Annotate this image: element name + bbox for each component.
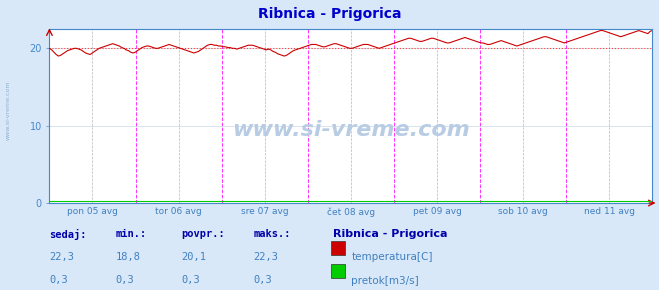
Text: ned 11 avg: ned 11 avg [584,207,635,216]
Text: min.:: min.: [115,229,146,239]
Text: maks.:: maks.: [254,229,291,239]
Text: www.si-vreme.com: www.si-vreme.com [232,120,470,140]
Text: 18,8: 18,8 [115,252,140,262]
Text: 22,3: 22,3 [49,252,74,262]
Text: 0,3: 0,3 [254,276,272,285]
Text: 0,3: 0,3 [115,276,134,285]
Text: Ribnica - Prigorica: Ribnica - Prigorica [333,229,447,239]
Text: 20,1: 20,1 [181,252,206,262]
Text: temperatura[C]: temperatura[C] [351,252,433,262]
Text: 22,3: 22,3 [254,252,279,262]
Text: sob 10 avg: sob 10 avg [498,207,548,216]
Text: sedaj:: sedaj: [49,229,87,240]
Text: pet 09 avg: pet 09 avg [413,207,461,216]
Text: pon 05 avg: pon 05 avg [67,207,118,216]
Text: www.si-vreme.com: www.si-vreme.com [5,80,11,140]
Text: pretok[m3/s]: pretok[m3/s] [351,276,419,285]
Text: povpr.:: povpr.: [181,229,225,239]
Text: sre 07 avg: sre 07 avg [241,207,289,216]
Text: Ribnica - Prigorica: Ribnica - Prigorica [258,7,401,21]
Text: 0,3: 0,3 [49,276,68,285]
Text: 0,3: 0,3 [181,276,200,285]
Text: tor 06 avg: tor 06 avg [156,207,202,216]
Text: čet 08 avg: čet 08 avg [327,207,375,217]
